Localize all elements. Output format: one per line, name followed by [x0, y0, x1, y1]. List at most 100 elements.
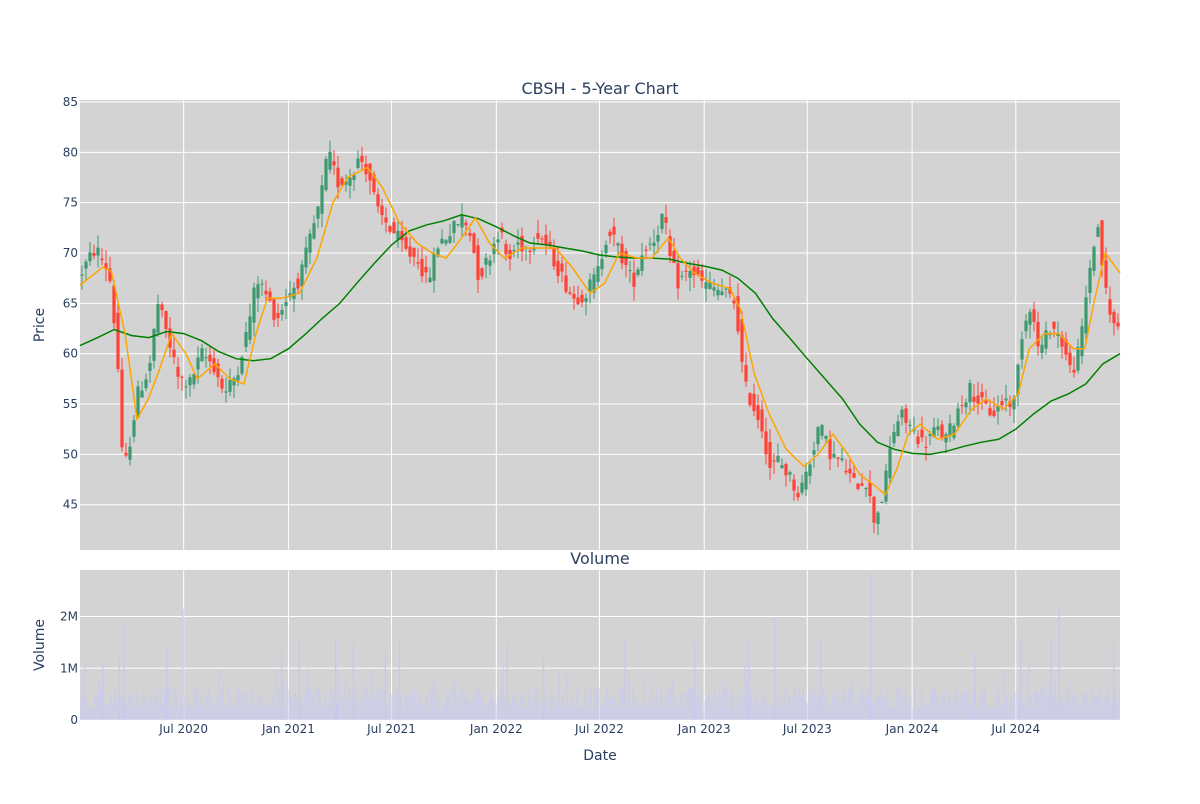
volume-bar: [594, 686, 596, 720]
volume-bar: [452, 686, 454, 720]
volume-bar: [350, 700, 352, 720]
volume-bar: [342, 699, 344, 720]
candle-down: [1060, 335, 1064, 347]
volume-tick-label: 1M: [60, 661, 78, 675]
volume-bar: [742, 696, 744, 720]
price-tick-label: 75: [63, 196, 78, 210]
volume-bar: [980, 691, 982, 720]
volume-bar: [562, 691, 564, 720]
candle-up: [256, 284, 260, 299]
candle-up: [708, 282, 712, 289]
volume-bar: [454, 681, 456, 720]
price-tick-label: 65: [63, 296, 78, 310]
volume-bar: [1064, 705, 1066, 720]
volume-bar: [768, 707, 770, 720]
volume-bar: [686, 692, 688, 720]
volume-bar: [246, 692, 248, 720]
volume-bar: [1024, 707, 1026, 720]
candle-down: [384, 217, 388, 223]
volume-bar: [630, 705, 632, 720]
candle-down: [672, 250, 676, 264]
candle-down: [276, 312, 280, 319]
volume-bar: [892, 707, 894, 720]
volume-bar: [606, 686, 608, 720]
candle-down: [868, 482, 872, 497]
volume-bar: [494, 700, 496, 720]
volume-bar: [826, 697, 828, 720]
candle-up: [436, 248, 440, 257]
volume-bar: [982, 692, 984, 720]
volume-bar: [770, 704, 772, 720]
volume-bar: [608, 698, 610, 720]
short-moving-average-line: [79, 166, 1121, 496]
volume-bar: [508, 700, 510, 720]
volume-bar: [828, 705, 830, 720]
volume-bar: [678, 706, 680, 720]
volume-bar: [736, 698, 738, 720]
volume-axis-title: Volume: [32, 619, 48, 671]
volume-bar: [644, 673, 646, 720]
candle-up: [888, 448, 892, 479]
candle-up: [204, 357, 208, 359]
candle-up: [428, 277, 432, 283]
volume-bar: [684, 705, 686, 720]
volume-bar: [174, 688, 176, 720]
volume-bar: [874, 704, 876, 720]
volume-bar: [142, 694, 144, 720]
volume-bar: [808, 687, 810, 720]
candle-down: [684, 270, 688, 272]
volume-bar: [918, 708, 920, 720]
volume-bar: [328, 700, 330, 720]
volume-bar: [790, 700, 792, 720]
volume-bar: [1108, 694, 1110, 720]
volume-bar: [758, 704, 760, 720]
candle-up: [232, 378, 236, 386]
volume-bar: [616, 707, 618, 720]
candle-up: [1020, 339, 1024, 360]
volume-bar: [922, 706, 924, 720]
volume-bar: [1082, 691, 1084, 720]
volume-bar: [552, 699, 554, 720]
volume-bar: [482, 701, 484, 720]
candle-down: [828, 438, 832, 460]
volume-spike-bar: [774, 619, 776, 720]
candle-up: [192, 373, 196, 385]
candle-down: [176, 366, 180, 377]
volume-bar: [658, 707, 660, 720]
candle-up: [956, 408, 960, 426]
price-plot-area[interactable]: [80, 100, 1120, 550]
volume-bar: [216, 696, 218, 720]
volume-bar: [920, 689, 922, 720]
volume-bar: [96, 692, 98, 720]
volume-bar: [122, 697, 124, 720]
candle-down: [124, 452, 128, 456]
candle-down: [732, 300, 736, 304]
candle-down: [412, 247, 416, 257]
volume-bar: [930, 684, 932, 720]
volume-bar: [428, 709, 430, 720]
candle-up: [140, 390, 144, 398]
candle-down: [664, 217, 668, 223]
volume-bar: [778, 709, 780, 720]
candle-up: [1056, 334, 1060, 337]
candle-up: [244, 331, 248, 347]
volume-bar: [946, 706, 948, 720]
candle-up: [356, 158, 360, 168]
volume-bar: [1012, 698, 1014, 720]
candle-down: [116, 312, 120, 370]
volume-bar: [852, 677, 854, 720]
candle-down: [924, 446, 928, 448]
volume-plot-area[interactable]: [80, 570, 1120, 720]
candle-down: [220, 378, 224, 389]
candle-up: [800, 482, 804, 493]
volume-bar: [854, 701, 856, 720]
volume-spike-bar: [352, 642, 355, 720]
candle-down: [388, 226, 392, 232]
candle-down: [992, 410, 996, 416]
candle-up: [496, 239, 500, 243]
candle-up: [820, 425, 824, 436]
volume-bar: [908, 704, 910, 720]
volume-bar: [116, 699, 118, 720]
price-tick-label: 80: [63, 145, 78, 159]
volume-bar: [178, 708, 180, 720]
